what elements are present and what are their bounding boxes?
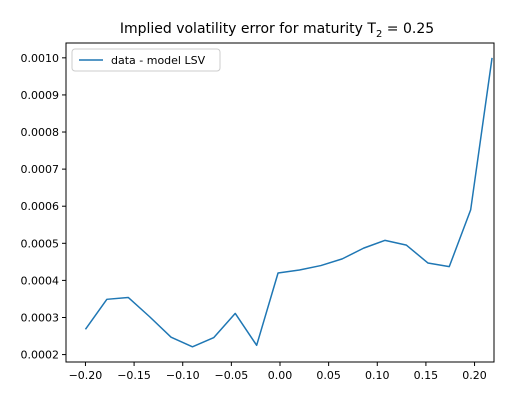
- x-tick-label: 0.15: [414, 369, 439, 382]
- svg-text:Implied volatility error for m: Implied volatility error for maturity T2…: [120, 21, 434, 40]
- chart-title-main: Implied volatility error for maturity T: [120, 21, 377, 37]
- plot-area: [65, 42, 495, 363]
- x-tick-label: 0.20: [462, 369, 487, 382]
- x-tick-label: −0.05: [215, 369, 249, 382]
- chart-title: Implied volatility error for maturity T2…: [120, 21, 434, 40]
- y-tick-label: 0.0004: [21, 274, 60, 287]
- y-tick-label: 0.0002: [21, 349, 60, 362]
- y-tick-label: 0.0007: [21, 163, 60, 176]
- x-tick-label: −0.15: [117, 369, 151, 382]
- y-tick-label: 0.0010: [21, 52, 60, 65]
- x-tick-label: −0.10: [166, 369, 200, 382]
- y-tick-label: 0.0003: [21, 311, 60, 324]
- x-tick-label: 0.05: [316, 369, 341, 382]
- x-tick-label: −0.20: [69, 369, 103, 382]
- legend-box: [71, 48, 221, 72]
- y-tick-label: 0.0006: [21, 200, 60, 213]
- chart-title-suffix: = 0.25: [382, 21, 434, 37]
- y-tick-label: 0.0009: [21, 89, 60, 102]
- legend-label: data - model LSV: [111, 54, 206, 67]
- series-layer: [84, 57, 493, 348]
- y-tick-label: 0.0008: [21, 126, 60, 139]
- chart-title-subscript: 2: [376, 29, 382, 40]
- series-line: [84, 57, 493, 348]
- x-tick-label: 0.00: [268, 369, 293, 382]
- y-axis: 0.0002 0.0003 0.0004 0.0005 0.0006 0.0007 0.00…: [21, 52, 66, 362]
- y-tick-label: 0.0005: [21, 237, 60, 250]
- x-tick-label: 0.10: [365, 369, 390, 382]
- legend: data - model LSV: [71, 48, 221, 72]
- x-axis: −0.20 −0.15 −0.10 −0.05 0.00 0.05 0.10 0.15 0.20: [69, 362, 487, 382]
